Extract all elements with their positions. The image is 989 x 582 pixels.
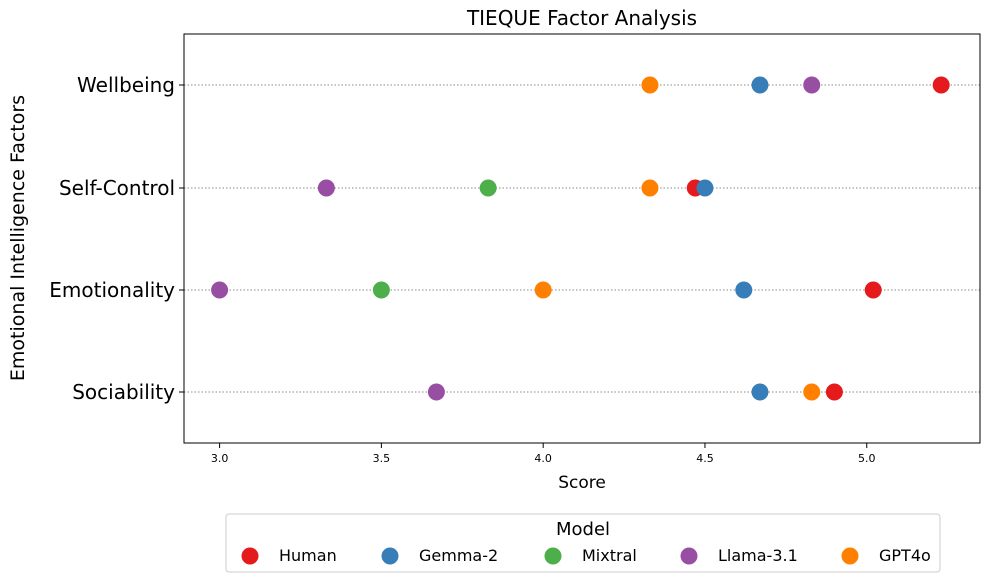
- y-tick-label: Self-Control: [59, 176, 175, 200]
- y-tick-label: Emotionality: [49, 278, 175, 302]
- legend-item: Human: [241, 546, 337, 565]
- x-axis-ticks: 3.0 3.5 4.0 4.5 5.0: [211, 443, 876, 465]
- data-point: [803, 76, 821, 94]
- legend-item: Mixtral: [544, 546, 637, 565]
- y-axis-ticks: Wellbeing Self-Control Emotionality Sociabi…: [49, 73, 184, 404]
- legend: Model Human Gemma-2 Mixtral Llama-3.1 GPT4o: [225, 513, 941, 573]
- data-point: [479, 179, 497, 197]
- data-point: [751, 383, 769, 401]
- data-point: [534, 281, 552, 299]
- legend-title: Model: [556, 519, 610, 540]
- legend-label: Llama-3.1: [718, 546, 798, 565]
- data-point: [864, 281, 882, 299]
- x-tick-label: 3.0: [211, 452, 229, 465]
- x-axis-label: Score: [558, 473, 606, 493]
- legend-frame: [225, 513, 941, 573]
- data-point: [932, 76, 950, 94]
- legend-label: Mixtral: [582, 546, 637, 565]
- x-tick-label: 4.0: [534, 452, 552, 465]
- x-tick-label: 4.5: [696, 452, 714, 465]
- data-point: [427, 383, 445, 401]
- legend-item: Gemma-2: [381, 546, 498, 565]
- x-tick-label: 5.0: [858, 452, 876, 465]
- legend-marker: [841, 547, 859, 565]
- data-point: [735, 281, 753, 299]
- plot-area-frame: [183, 33, 981, 444]
- legend-item: GPT4o: [841, 546, 931, 565]
- data-point: [211, 281, 229, 299]
- legend-item: Llama-3.1: [680, 546, 798, 565]
- data-point: [803, 383, 821, 401]
- data-point: [317, 179, 335, 197]
- data-point: [641, 76, 659, 94]
- legend-marker: [544, 547, 562, 565]
- y-axis-label: Emotional Intelligence Factors: [7, 95, 29, 381]
- legend-marker: [680, 547, 698, 565]
- chart-title: TIEQUE Factor Analysis: [466, 6, 697, 30]
- data-point: [751, 76, 769, 94]
- data-point: [825, 383, 843, 401]
- legend-marker: [381, 547, 399, 565]
- legend-label: GPT4o: [879, 546, 931, 565]
- y-tick-label: Sociability: [72, 380, 175, 404]
- legend-marker: [241, 547, 259, 565]
- legend-label: Human: [279, 546, 337, 565]
- x-tick-label: 3.5: [373, 452, 391, 465]
- data-points: [211, 76, 950, 401]
- gridlines: [184, 84, 980, 393]
- data-point: [641, 179, 659, 197]
- y-tick-label: Wellbeing: [77, 73, 175, 97]
- data-point: [696, 179, 714, 197]
- legend-label: Gemma-2: [419, 546, 498, 565]
- data-point: [372, 281, 390, 299]
